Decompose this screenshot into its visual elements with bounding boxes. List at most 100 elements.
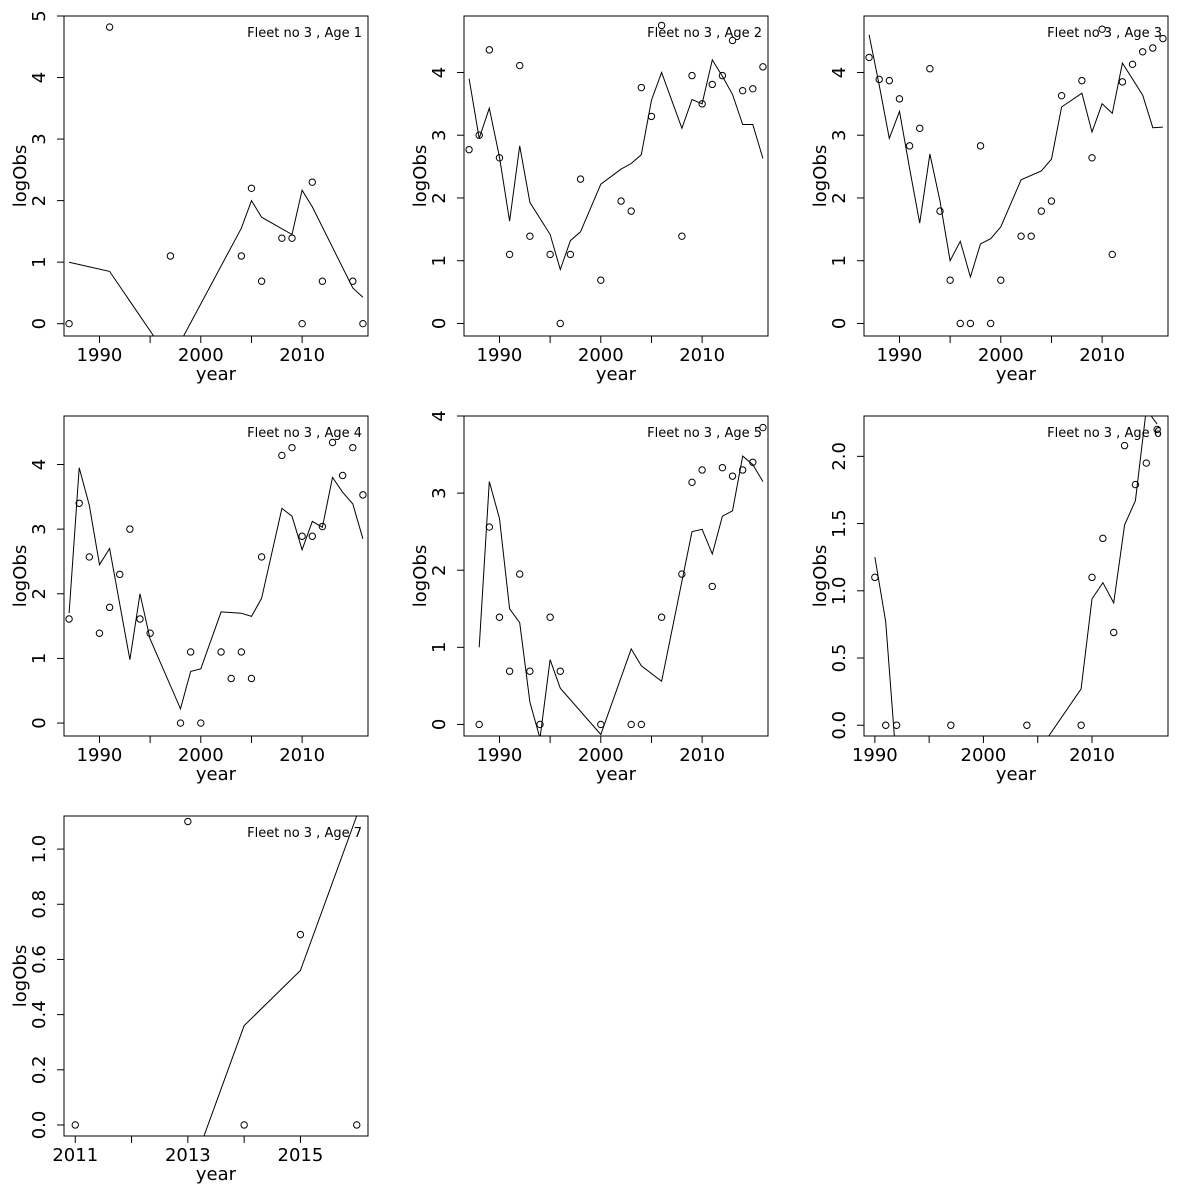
x-tick-label: 2010 [279,345,325,366]
x-axis: 1990 2000 2010 year [877,335,1125,385]
panel-title: Fleet no 3 , Age 2 [647,26,762,41]
observed-point [759,423,767,432]
plot-data [71,816,361,1136]
panel-age-7: 2011 2013 2015 year 0.0 0.2 0.4 0.6 0.8 1.0 logObs… [10,815,369,1185]
observed-point [516,61,524,70]
x-axis: 1990 2000 2010 year [477,335,725,385]
observed-point [728,472,737,480]
observed-point [738,86,747,95]
observed-point [637,720,646,729]
x-axis: 1990 2000 2010 year [477,735,725,785]
y-tick-label: 4 [429,67,450,78]
observed-point [166,252,175,260]
y-tick-label: 0 [829,318,850,329]
observed-point [678,570,686,578]
y-tick-label: 0.6 [29,945,50,974]
observed-point [85,553,94,561]
y-tick-label: 0.4 [29,1000,50,1029]
observed-point [688,71,696,80]
observed-point [318,277,327,285]
observed-point [895,95,904,103]
observed-point [1118,78,1127,86]
y-tick-label: 3 [29,523,50,534]
y-tick-label: 1.0 [829,576,850,605]
x-axis-title: year [596,364,637,385]
observed-point [95,629,104,637]
y-axis: 0 1 2 3 4 logObs [410,67,465,329]
y-tick-label: 1 [29,256,50,267]
observed-point [308,532,316,540]
x-axis-title: year [196,764,237,785]
observed-point [627,720,635,729]
x-axis-title: year [596,764,637,785]
y-axis: 0.0 0.5 1.0 1.5 2.0 logObs [810,442,865,740]
observed-point [247,184,256,193]
x-axis-title: year [196,364,237,385]
plot-data [865,25,1167,328]
observed-point [637,83,646,92]
plot-data [871,416,1161,736]
panel-title: Fleet no 3 , Age 6 [1047,426,1162,441]
observed-point [976,142,985,150]
y-tick-label: 4 [429,410,450,421]
plot-frame [463,15,769,337]
observed-point [1120,441,1129,450]
observed-point [1037,207,1046,215]
plot-data [65,23,367,336]
observed-point [1088,154,1096,162]
y-tick-label: 3 [429,487,450,498]
y-axis: 0 1 2 3 4 5 logObs [10,10,65,329]
y-tick-label: 3 [429,129,450,140]
observed-point [526,232,534,240]
observed-point [136,615,144,623]
observed-point [105,603,114,612]
observed-point [475,720,483,729]
observed-point [75,499,83,507]
observed-point [1142,459,1150,467]
observed-point [936,207,944,215]
observed-point [536,720,544,729]
observed-point [349,443,357,452]
observed-point [718,71,727,80]
observed-point [105,23,114,31]
observed-point [197,719,205,727]
observed-point [882,721,890,729]
observed-point [566,250,575,259]
observed-point [349,277,357,285]
observed-point [678,232,686,240]
observed-point [617,197,625,205]
observed-point [1027,232,1035,240]
observed-point [176,719,185,727]
y-tick-label: 4 [829,67,850,78]
y-tick-label: 3 [29,133,50,144]
observed-point [576,175,585,183]
observed-point [946,276,954,284]
panel-title: Fleet no 3 , Age 4 [247,426,362,441]
observed-point [237,648,246,656]
y-tick-label: 0.2 [29,1055,50,1084]
observed-point [698,100,706,108]
observed-point [546,250,554,259]
x-tick-label: 2000 [961,745,1007,766]
fitted-line [68,467,364,711]
y-tick-label: 0 [429,318,450,329]
x-axis: 1990 2000 2010 year [77,335,325,385]
observed-point [278,451,286,460]
y-tick-label: 1.5 [829,509,850,538]
x-tick-label: 1990 [77,745,123,766]
panel-age-2: 1990 2000 2010 year 0 1 2 3 4 logObs Fleet no 3 , … [410,15,769,385]
panel-age-6: 1990 2000 2010 year 0.0 0.5 1.0 1.5 2.0 logObs Fle… [810,415,1169,785]
y-tick-label: 0.5 [829,644,850,673]
observed-point [1078,76,1086,85]
observed-point [353,1121,361,1129]
observed-point [184,817,192,826]
panel-age-3: 1990 2000 2010 year 0 1 2 3 4 logObs Fleet no 3 , … [810,15,1169,385]
observed-point [116,570,124,579]
y-axis: 0 1 2 3 4 logObs [10,459,65,729]
x-axis: 2011 2013 2015 year [52,1135,323,1185]
x-tick-label: 2010 [279,745,325,766]
observed-point [875,75,883,84]
x-axis: 1990 2000 2010 year [77,735,325,785]
plot-frame [863,415,1169,737]
fitted-line [468,58,764,272]
